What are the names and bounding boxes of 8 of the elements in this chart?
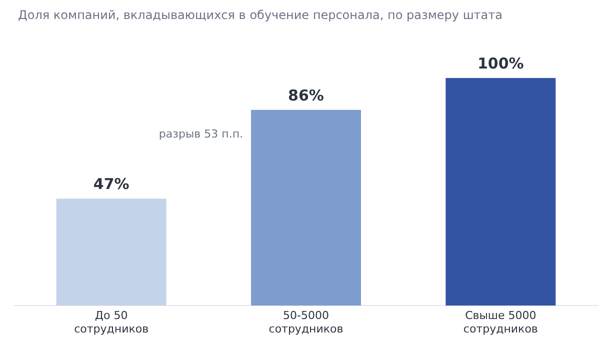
data-label: 100% — [477, 54, 524, 72]
data-label: 86% — [288, 86, 324, 104]
data-label: 47% — [93, 175, 130, 194]
x-tick-label: Свыше 5000 сотрудников — [463, 309, 538, 336]
chart-subtitle: Доля компаний, вкладывающихся в обучение персонала, по размеру штата — [18, 8, 502, 22]
x-tick-label: До 50 сотрудников — [74, 309, 149, 336]
annotation: разрыв 53 п.п. — [158, 128, 244, 141]
x-tick-label: 50-5000 сотрудников — [268, 309, 344, 336]
